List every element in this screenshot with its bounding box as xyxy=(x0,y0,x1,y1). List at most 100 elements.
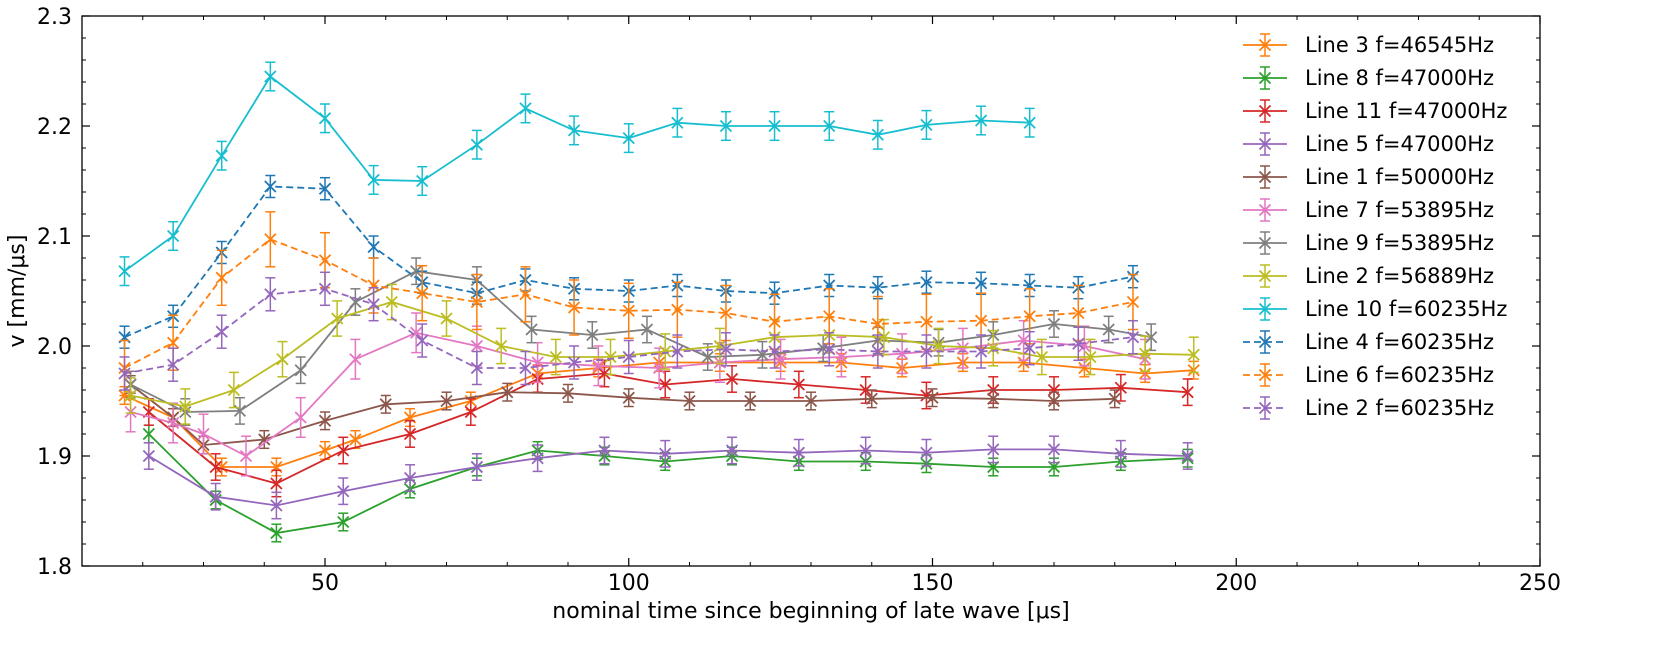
data-point-marker xyxy=(871,345,884,358)
data-point-marker xyxy=(895,347,909,360)
x-tick-label: 50 xyxy=(311,571,339,596)
data-point-marker xyxy=(701,350,714,364)
data-point-marker xyxy=(987,342,1000,355)
legend-label: Line 6 f=60235Hz xyxy=(1305,363,1494,387)
tick-layer xyxy=(82,15,1541,567)
data-point-marker xyxy=(209,460,222,474)
data-point-marker xyxy=(725,444,739,457)
legend-marker xyxy=(1258,368,1272,382)
legend-item: Line 4 f=60235Hz xyxy=(1243,330,1494,354)
data-point-marker xyxy=(179,400,192,413)
data-point-marker xyxy=(166,229,180,243)
x-axis-label: nominal time since beginning of late wav… xyxy=(552,599,1069,624)
data-point-marker xyxy=(367,298,380,311)
y-tick-label: 2.1 xyxy=(37,225,72,250)
legend-item: Line 2 f=56889Hz xyxy=(1243,264,1494,288)
data-point-marker xyxy=(671,116,684,129)
legend-item: Line 7 f=53895Hz xyxy=(1243,198,1494,222)
data-point-marker xyxy=(1181,386,1194,399)
data-point-marker xyxy=(264,233,277,246)
data-point-marker xyxy=(519,102,532,115)
data-point-marker xyxy=(622,391,635,404)
data-point-marker xyxy=(337,485,350,498)
legend: Line 3 f=46545Hz Line 8 f=47000Hz Line 11 … xyxy=(1243,33,1507,420)
series-layer xyxy=(118,61,1200,543)
data-point-marker xyxy=(865,392,878,405)
data-point-marker xyxy=(719,119,733,133)
data-point-marker xyxy=(598,444,611,457)
legend-label: Line 1 f=50000Hz xyxy=(1305,165,1494,189)
data-point-marker xyxy=(464,405,477,419)
data-point-marker xyxy=(470,295,484,309)
data-point-marker xyxy=(640,323,654,336)
data-point-marker xyxy=(215,149,228,162)
data-point-marker xyxy=(567,356,581,369)
data-point-marker xyxy=(920,446,933,459)
data-point-marker xyxy=(604,350,617,364)
data-point-marker xyxy=(349,353,362,366)
data-point-marker xyxy=(768,345,781,358)
data-point-marker xyxy=(932,339,945,353)
data-point-marker xyxy=(974,114,988,127)
data-point-marker xyxy=(719,343,733,356)
data-point-marker xyxy=(920,118,933,132)
data-point-marker xyxy=(1072,306,1085,320)
data-point-marker xyxy=(768,315,781,328)
data-point-marker xyxy=(470,138,484,151)
legend-label: Line 4 f=60235Hz xyxy=(1305,330,1494,354)
data-point-marker xyxy=(318,414,332,427)
data-point-marker xyxy=(974,345,988,358)
data-point-marker xyxy=(1035,350,1048,364)
data-point-marker xyxy=(877,331,891,344)
data-point-marker xyxy=(258,433,271,446)
data-point-marker xyxy=(227,383,241,397)
data-point-marker xyxy=(768,119,781,133)
data-point-marker xyxy=(622,131,635,145)
data-point-marker xyxy=(337,515,350,529)
data-point-marker xyxy=(337,444,350,457)
data-point-marker xyxy=(871,281,884,294)
data-point-marker xyxy=(622,304,635,317)
legend-marker xyxy=(1258,401,1272,415)
series-line xyxy=(124,238,1134,369)
data-point-marker xyxy=(318,182,332,195)
data-point-marker xyxy=(871,317,884,331)
data-point-marker xyxy=(974,277,988,290)
data-point-marker xyxy=(270,526,283,540)
data-point-marker xyxy=(586,328,599,342)
x-tick-label: 200 xyxy=(1215,571,1257,596)
data-point-marker xyxy=(823,119,836,133)
legend-marker xyxy=(1258,236,1272,250)
legend-marker xyxy=(1258,71,1272,85)
data-point-marker xyxy=(567,124,581,137)
data-point-marker xyxy=(1138,347,1152,360)
data-point-marker xyxy=(379,398,392,411)
data-point-marker xyxy=(270,499,283,512)
data-point-marker xyxy=(1114,381,1127,394)
data-point-marker xyxy=(215,325,228,338)
legend-label: Line 3 f=46545Hz xyxy=(1305,33,1494,57)
data-point-marker xyxy=(926,391,939,404)
data-point-marker xyxy=(318,112,332,125)
data-point-marker xyxy=(671,303,684,316)
data-point-marker xyxy=(294,411,307,424)
legend-marker xyxy=(1258,104,1272,118)
data-point-marker xyxy=(652,361,666,375)
data-point-marker xyxy=(367,279,380,292)
data-point-marker xyxy=(567,301,581,314)
data-point-marker xyxy=(719,306,733,320)
data-point-marker xyxy=(1023,342,1036,355)
x-tick-label: 100 xyxy=(608,571,650,596)
data-point-marker xyxy=(1145,331,1158,344)
data-point-marker xyxy=(349,295,362,309)
data-point-marker xyxy=(1078,361,1091,375)
data-point-marker xyxy=(768,287,781,300)
legend-item: Line 3 f=46545Hz xyxy=(1243,33,1494,57)
y-tick-label: 2.0 xyxy=(37,335,72,360)
data-point-marker xyxy=(142,427,155,441)
data-point-marker xyxy=(166,336,180,349)
data-point-marker xyxy=(239,449,253,463)
series-9 xyxy=(118,61,1036,287)
data-point-marker xyxy=(871,128,884,141)
